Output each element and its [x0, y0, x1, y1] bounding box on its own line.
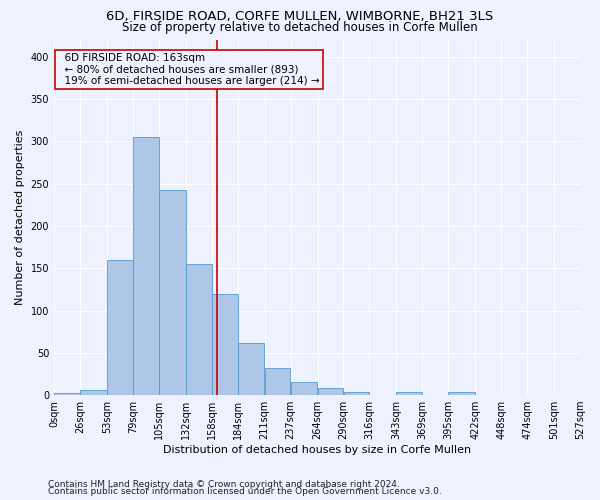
Bar [80, 390, 107, 395]
Bar [448, 392, 475, 395]
Bar [107, 260, 133, 395]
Text: Contains public sector information licensed under the Open Government Licence v3: Contains public sector information licen… [48, 488, 442, 496]
Bar [291, 382, 317, 395]
Bar [212, 294, 238, 395]
Text: Size of property relative to detached houses in Corfe Mullen: Size of property relative to detached ho… [122, 21, 478, 34]
X-axis label: Distribution of detached houses by size in Corfe Mullen: Distribution of detached houses by size … [163, 445, 471, 455]
Bar [317, 388, 343, 395]
Text: Contains HM Land Registry data © Crown copyright and database right 2024.: Contains HM Land Registry data © Crown c… [48, 480, 400, 489]
Y-axis label: Number of detached properties: Number of detached properties [15, 130, 25, 305]
Bar [133, 137, 159, 395]
Bar [265, 368, 290, 395]
Bar [159, 190, 185, 395]
Bar [397, 392, 422, 395]
Bar [54, 394, 80, 395]
Text: 6D FIRSIDE ROAD: 163sqm
  ← 80% of detached houses are smaller (893)
  19% of se: 6D FIRSIDE ROAD: 163sqm ← 80% of detache… [58, 52, 320, 86]
Bar [186, 264, 212, 395]
Bar [238, 342, 265, 395]
Text: 6D, FIRSIDE ROAD, CORFE MULLEN, WIMBORNE, BH21 3LS: 6D, FIRSIDE ROAD, CORFE MULLEN, WIMBORNE… [106, 10, 494, 23]
Bar [344, 392, 369, 395]
